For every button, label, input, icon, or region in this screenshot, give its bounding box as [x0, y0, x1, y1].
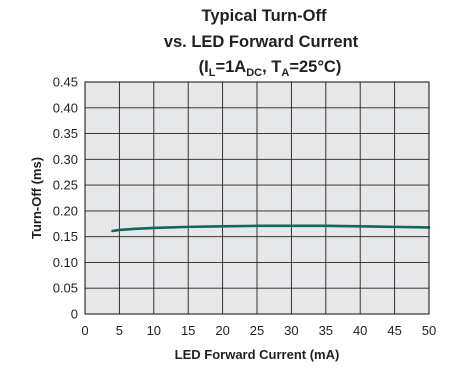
x-tick-label: 20: [215, 323, 229, 338]
x-tick-label: 10: [147, 323, 161, 338]
y-tick-label: 0.35: [53, 126, 78, 141]
x-tick-labels: 0 5 10 15 20 25 30 35 40 45 50: [81, 323, 436, 338]
y-tick-label: 0.25: [53, 178, 78, 193]
chart-title-line1: Typical Turn-Off: [202, 7, 327, 25]
x-tick-label: 30: [284, 323, 298, 338]
x-tick-label: 25: [250, 323, 264, 338]
x-tick-label: 0: [81, 323, 88, 338]
y-tick-label: 0.15: [53, 229, 78, 244]
x-axis-label: LED Forward Current (mA): [175, 347, 340, 362]
title-mid2: , T: [262, 58, 281, 76]
title-subscript-a: A: [281, 67, 289, 79]
y-tick-label: 0.05: [53, 281, 78, 296]
x-tick-label: 50: [422, 323, 436, 338]
y-tick-label: 0.30: [53, 152, 78, 167]
x-tick-label: 15: [181, 323, 195, 338]
series-group: [111, 224, 431, 233]
x-tick-label: 5: [116, 323, 123, 338]
title-mid1: =1A: [216, 58, 247, 76]
x-tick-label: 40: [353, 323, 367, 338]
y-tick-label: 0.45: [53, 75, 78, 90]
chart-title-line2: vs. LED Forward Current: [164, 33, 359, 51]
title-subscript-dc: DC: [246, 67, 262, 79]
y-axis-label: Turn-Off (ms): [29, 157, 44, 239]
y-tick-label: 0.10: [53, 255, 78, 270]
title-close: =25°C): [289, 58, 341, 76]
y-tick-label: 0: [71, 307, 78, 322]
y-tick-label: 0.40: [53, 100, 78, 115]
series-line: [111, 224, 431, 233]
x-tick-label: 45: [387, 323, 401, 338]
chart-title: Typical Turn-Off vs. LED Forward Current…: [164, 7, 359, 79]
title-subscript-l: L: [209, 67, 216, 79]
y-tick-label: 0.20: [53, 203, 78, 218]
chart-title-line3: (IL=1ADC, TA=25°C): [199, 58, 342, 79]
y-tick-labels: 0 0.05 0.10 0.15 0.20 0.25 0.30 0.35 0.40 0.45: [53, 75, 78, 322]
x-tick-label: 35: [319, 323, 333, 338]
plot-frame: [84, 81, 430, 315]
title-open: (I: [199, 58, 209, 76]
